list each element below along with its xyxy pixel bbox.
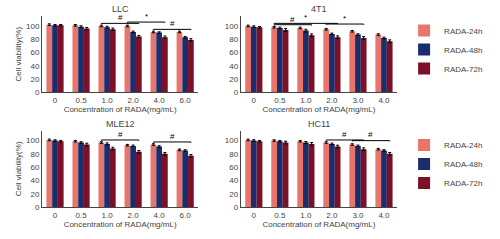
svg-text:RADA-72h: RADA-72h [444,65,482,74]
svg-text:Cell viability(%): Cell viability(%) [14,27,23,82]
svg-text:4.0: 4.0 [154,211,166,220]
svg-text:100: 100 [225,136,239,145]
svg-text:40: 40 [30,62,39,71]
svg-text:#: # [342,130,347,139]
svg-text:4T1: 4T1 [311,4,327,14]
svg-text:80: 80 [229,35,238,44]
svg-text:RADA-24h: RADA-24h [444,141,482,150]
svg-text:LLC: LLC [112,4,129,14]
svg-text:*: * [145,12,148,21]
svg-text:RADA-24h: RADA-24h [444,27,482,36]
svg-text:80: 80 [229,150,238,159]
svg-text:40: 40 [229,62,238,71]
svg-text:0: 0 [234,203,239,212]
svg-text:0: 0 [35,203,40,212]
svg-text:0.5: 0.5 [274,96,286,105]
svg-text:40: 40 [30,176,39,185]
svg-text:100: 100 [26,136,40,145]
svg-text:4.0: 4.0 [378,211,390,220]
svg-text:6.0: 6.0 [180,96,192,105]
svg-text:20: 20 [30,75,39,84]
svg-text:#: # [170,132,175,141]
svg-text:2.0: 2.0 [326,211,338,220]
svg-text:0: 0 [53,96,58,105]
svg-text:0: 0 [234,88,239,97]
svg-text:20: 20 [229,75,238,84]
svg-text:100: 100 [225,22,239,31]
svg-text:1.0: 1.0 [300,96,312,105]
svg-text:Concentration of RADA(mg/mL): Concentration of RADA(mg/mL) [262,220,375,229]
svg-text:#: # [118,13,123,22]
svg-text:60: 60 [30,48,39,57]
svg-text:4.0: 4.0 [154,96,166,105]
svg-text:0: 0 [35,88,40,97]
svg-text:0: 0 [252,211,257,220]
svg-text:60: 60 [229,163,238,172]
svg-text:RADA-48h: RADA-48h [444,160,482,169]
svg-text:*: * [343,14,346,23]
svg-text:20: 20 [30,190,39,199]
svg-text:3.0: 3.0 [352,96,364,105]
svg-text:0.5: 0.5 [75,96,87,105]
svg-text:100: 100 [26,22,40,31]
svg-text:1.0: 1.0 [102,96,114,105]
svg-text:3.0: 3.0 [352,211,364,220]
svg-text:80: 80 [30,150,39,159]
svg-text:1.0: 1.0 [102,211,114,220]
svg-text:Concentration of RADA(mg/mL): Concentration of RADA(mg/mL) [262,105,375,114]
svg-text:Concentration of RADA(mg/mL): Concentration of RADA(mg/mL) [64,105,177,114]
svg-text:40: 40 [229,176,238,185]
svg-text:80: 80 [30,35,39,44]
svg-text:2.0: 2.0 [128,211,140,220]
svg-text:60: 60 [30,163,39,172]
svg-text:0: 0 [53,211,58,220]
svg-text:*: * [304,13,307,22]
svg-text:#: # [170,19,175,28]
svg-text:2.0: 2.0 [326,96,338,105]
svg-text:20: 20 [229,190,238,199]
svg-text:#: # [368,130,373,139]
svg-text:1.0: 1.0 [300,211,312,220]
svg-text:Cell viability(%): Cell viability(%) [14,141,23,196]
svg-text:6.0: 6.0 [180,211,192,220]
svg-text:RADA-48h: RADA-48h [444,46,482,55]
svg-text:2.0: 2.0 [128,96,140,105]
svg-text:MLE12: MLE12 [106,119,135,129]
svg-text:0.5: 0.5 [274,211,286,220]
svg-text:0: 0 [252,96,257,105]
svg-text:#: # [118,130,123,139]
svg-text:HC11: HC11 [308,119,330,129]
svg-text:#: # [290,15,295,24]
svg-text:RADA-72h: RADA-72h [444,179,482,188]
svg-text:0.5: 0.5 [75,211,87,220]
svg-text:60: 60 [229,48,238,57]
svg-text:Concentration of RADA(mg/mL): Concentration of RADA(mg/mL) [64,220,177,229]
svg-text:4.0: 4.0 [378,96,390,105]
